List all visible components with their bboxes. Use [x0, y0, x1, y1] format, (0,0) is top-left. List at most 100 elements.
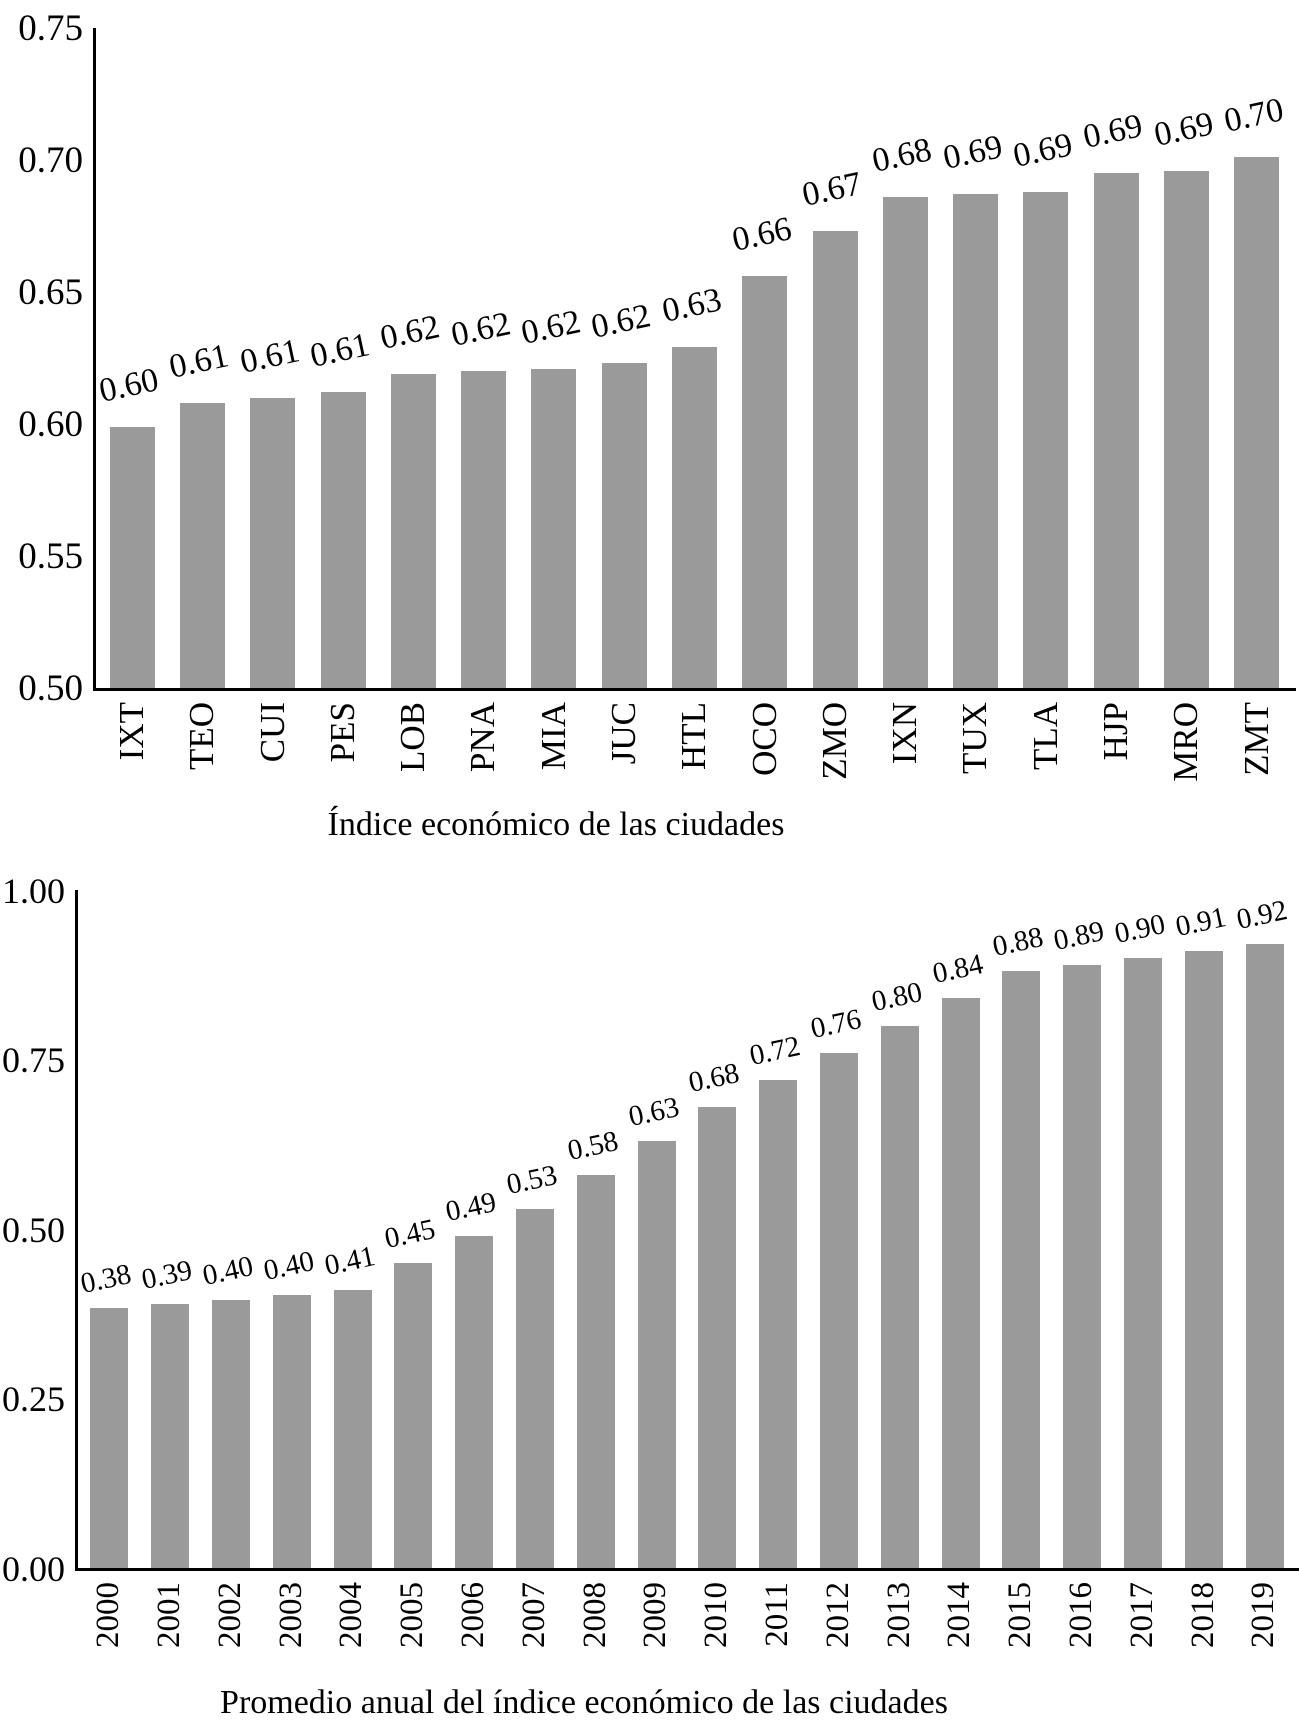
- x-tick-label: IXN: [885, 702, 925, 765]
- bar: [455, 1235, 494, 1568]
- bar-value-label: 0.62: [377, 308, 444, 357]
- x-tick-label: MIA: [533, 702, 573, 771]
- x-tick-label: 2010: [698, 1582, 735, 1648]
- bar-value-label: 0.60: [96, 360, 162, 410]
- bar: [820, 1052, 858, 1568]
- bar-value-label: 0.63: [625, 1090, 682, 1133]
- bar: [1002, 971, 1041, 1568]
- bar-value-label: 0.66: [728, 210, 795, 259]
- bar-value-label: 0.80: [868, 975, 925, 1018]
- bar-value-label: 0.70: [1220, 91, 1287, 141]
- x-tick-label: MRO: [1166, 702, 1206, 782]
- x-tick-label: 2009: [637, 1582, 674, 1648]
- bar: [672, 347, 717, 688]
- y-tick-label: 0.50: [18, 668, 83, 710]
- x-tick-label: HJP: [1096, 702, 1136, 761]
- x-tick-label: CUI: [252, 702, 292, 763]
- bar: [880, 1025, 919, 1568]
- bar-value-label: 0.76: [807, 1002, 865, 1045]
- x-tick-label: 2008: [576, 1582, 613, 1648]
- bar-value-label: 0.92: [1233, 894, 1290, 937]
- x-tick-label: 2000: [90, 1582, 127, 1648]
- bar-value-label: 0.67: [799, 165, 865, 215]
- y-tick-label: 0.75: [18, 8, 83, 50]
- bar-value-label: 0.62: [517, 302, 584, 352]
- x-axis-line: [93, 688, 1296, 691]
- x-tick-label: 2019: [1245, 1582, 1282, 1648]
- y-tick-label: 0.50: [2, 1209, 65, 1250]
- bar-value-label: 0.62: [588, 297, 655, 347]
- bar: [1164, 170, 1210, 688]
- bar: [1093, 173, 1139, 688]
- bar: [601, 363, 647, 688]
- bar: [90, 1308, 129, 1568]
- bar-value-label: 0.41: [321, 1240, 378, 1282]
- x-tick-label: 2003: [272, 1582, 309, 1648]
- bar-value-label: 0.45: [382, 1212, 439, 1255]
- bar-value-label: 0.84: [929, 948, 986, 991]
- bar-value-label: 0.40: [199, 1249, 257, 1292]
- bar: [941, 998, 980, 1568]
- y-tick-label: 0.65: [18, 272, 83, 314]
- x-tick-label: IXT: [111, 702, 151, 761]
- bottom-chart-x-axis-title: Promedio anual del índice económico de l…: [220, 1684, 948, 1721]
- x-tick-label: HTL: [674, 702, 714, 771]
- bar: [461, 371, 507, 688]
- bar-value-label: 0.68: [686, 1057, 743, 1099]
- bar: [394, 1262, 433, 1568]
- bar-value-label: 0.61: [236, 331, 303, 381]
- x-tick-label: 2014: [941, 1582, 978, 1648]
- bar: [1245, 944, 1284, 1568]
- bar: [812, 231, 858, 688]
- bar-value-label: 0.69: [1150, 104, 1217, 154]
- x-tick-label: ZMO: [814, 702, 854, 780]
- x-tick-label: TUX: [955, 702, 995, 774]
- x-tick-label: 2006: [455, 1582, 492, 1648]
- bar: [516, 1208, 554, 1568]
- bar-value-label: 0.61: [166, 337, 233, 386]
- bar: [151, 1303, 190, 1568]
- bar-value-label: 0.38: [78, 1258, 135, 1301]
- bar-value-label: 0.62: [447, 305, 514, 354]
- x-tick-label: JUC: [604, 702, 643, 765]
- x-tick-label: 2007: [515, 1582, 552, 1648]
- y-tick-label: 1.00: [2, 870, 65, 911]
- x-tick-label: 2013: [880, 1582, 917, 1648]
- x-tick-label: TEO: [182, 702, 222, 771]
- x-tick-label: 2012: [819, 1582, 856, 1648]
- bar: [1184, 951, 1223, 1568]
- bar-value-label: 0.69: [1009, 125, 1076, 175]
- x-tick-label: 2016: [1063, 1582, 1100, 1648]
- x-tick-label: 2005: [394, 1582, 431, 1648]
- y-tick-label: 0.70: [18, 140, 83, 182]
- bar-value-label: 0.88: [990, 921, 1047, 964]
- bar: [390, 373, 436, 688]
- bar-value-label: 0.91: [1172, 901, 1229, 943]
- bar: [759, 1079, 798, 1568]
- bar-value-label: 0.72: [746, 1029, 804, 1072]
- bar-value-label: 0.68: [869, 131, 936, 180]
- bar-value-label: 0.58: [564, 1124, 621, 1167]
- y-tick-label: 0.55: [18, 536, 83, 578]
- bar: [1023, 191, 1069, 688]
- x-tick-label: 2017: [1123, 1582, 1160, 1648]
- bar-value-label: 0.69: [939, 128, 1006, 178]
- bar: [109, 426, 155, 688]
- bar-value-label: 0.39: [138, 1253, 196, 1296]
- bar: [698, 1106, 737, 1568]
- bar-value-label: 0.90: [1111, 907, 1169, 950]
- x-tick-label: PES: [322, 702, 362, 763]
- bar: [320, 392, 366, 688]
- x-tick-label: PNA: [463, 702, 503, 773]
- y-tick-label: 0.00: [2, 1548, 65, 1589]
- y-tick-label: 0.60: [18, 404, 83, 446]
- bar-value-label: 0.69: [1080, 107, 1147, 156]
- bar-value-label: 0.40: [260, 1245, 317, 1288]
- x-tick-label: OCO: [744, 702, 784, 776]
- bar: [1234, 157, 1280, 688]
- bar-value-label: 0.61: [306, 326, 373, 376]
- x-tick-label: 2004: [333, 1582, 370, 1648]
- bar: [531, 368, 577, 688]
- bar: [1063, 964, 1102, 1568]
